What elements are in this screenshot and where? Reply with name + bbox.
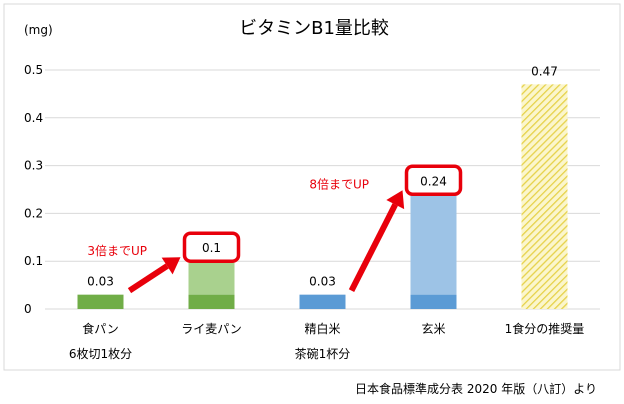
x-category-sublabel: 茶碗1杯分 <box>295 346 351 361</box>
bar-increase-segment <box>188 261 235 295</box>
highlight-box <box>404 164 463 197</box>
x-category-sublabel: 6枚切1枚分 <box>69 346 132 361</box>
y-tick-label: 0.5 <box>24 63 43 77</box>
bar-base-segment <box>299 294 346 309</box>
y-tick-label: 0.3 <box>24 159 43 173</box>
arrow-head <box>161 257 181 275</box>
arrow-shaft <box>127 263 169 294</box>
data-label: 0.03 <box>309 275 336 289</box>
annotation-text: 8倍までUP <box>309 176 369 191</box>
bar-increase-segment <box>410 194 457 295</box>
y-tick-label: 0.4 <box>24 111 43 125</box>
bars <box>77 84 568 309</box>
data-label: 0.47 <box>531 64 558 78</box>
data-label: 0.03 <box>87 275 114 289</box>
grid-lines <box>45 69 600 310</box>
chart-title: ビタミンB1量比較 <box>239 18 389 39</box>
bar-hatched <box>521 84 568 309</box>
data-label: 0.1 <box>202 241 221 255</box>
y-unit-label: (mg) <box>24 23 53 37</box>
source-note: 日本食品標準成分表 2020 年版（八訂）より <box>355 381 597 396</box>
x-category-label: 玄米 <box>421 321 445 336</box>
y-tick-label: 0.1 <box>24 254 43 268</box>
y-axis-ticks: 0 0.1 0.2 0.3 0.4 0.5 <box>24 63 43 316</box>
bar-base-segment <box>188 294 235 309</box>
highlight-box <box>182 231 241 263</box>
annotations: 3倍までUP 8倍までUP <box>87 176 405 294</box>
chart-frame <box>3 3 621 371</box>
bar-base-segment <box>77 294 124 309</box>
y-tick-label: 0 <box>24 302 32 316</box>
data-label: 0.24 <box>420 174 447 188</box>
y-tick-label: 0.2 <box>24 206 43 220</box>
x-category-label: 食パン <box>82 321 119 336</box>
x-category-label: 精白米 <box>304 321 340 336</box>
x-category-label: ライ麦パン <box>181 322 242 336</box>
bar-base-segment <box>410 294 457 309</box>
annotation-text: 3倍までUP <box>87 243 147 258</box>
arrow-head <box>386 190 405 210</box>
data-labels: 0.03 0.1 0.03 0.24 0.47 <box>87 64 558 288</box>
arrow-shaft <box>348 203 398 293</box>
x-category-label: 1食分の推奨量 <box>505 321 585 336</box>
